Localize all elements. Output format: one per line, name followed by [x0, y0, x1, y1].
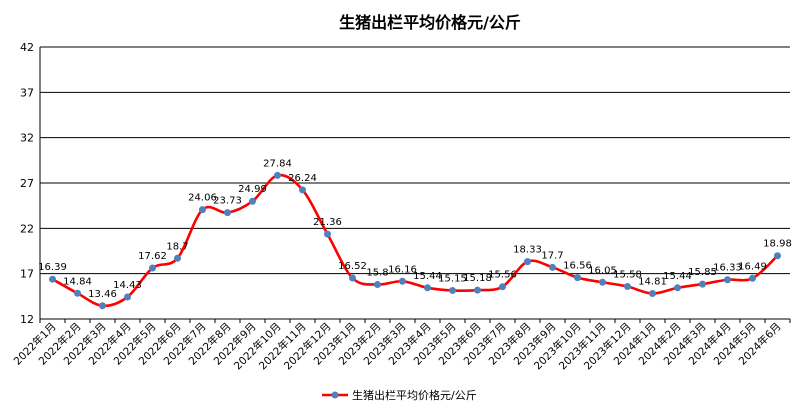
data-label: 23.73	[213, 196, 242, 207]
data-point	[624, 283, 631, 291]
data-point	[424, 284, 431, 292]
data-label: 14.84	[63, 276, 92, 287]
gridlines	[40, 46, 790, 320]
series-line	[51, 173, 779, 308]
data-point	[399, 277, 406, 285]
axes: 121722273237422022年1月2022年2月2022年3月2022年…	[11, 41, 791, 372]
data-label: 17.7	[541, 250, 563, 261]
data-point	[274, 171, 281, 179]
data-labels: 16.3914.8413.4614.4317.6218.724.0623.732…	[38, 158, 792, 299]
data-label: 16.52	[338, 261, 367, 272]
data-label: 18.98	[763, 239, 792, 250]
legend-label: 生猪出栏平均价格元/公斤	[352, 388, 477, 402]
data-label: 24.99	[238, 184, 267, 195]
data-point	[299, 186, 306, 194]
data-label: 15.15	[438, 273, 467, 284]
data-label: 16.56	[563, 261, 592, 272]
data-point	[174, 254, 181, 262]
data-label: 16.33	[713, 263, 742, 274]
data-label: 27.84	[263, 158, 292, 169]
data-point	[49, 275, 56, 283]
data-point	[349, 274, 356, 282]
data-label: 21.36	[313, 217, 342, 228]
data-point	[99, 302, 106, 310]
data-point	[249, 197, 256, 205]
data-label: 18.7	[166, 241, 188, 252]
data-label: 24.06	[188, 193, 217, 204]
data-point	[149, 264, 156, 272]
data-label: 15.85	[688, 267, 717, 278]
y-tick-label: 12	[20, 313, 34, 326]
y-tick-label: 17	[20, 268, 34, 281]
series-markers	[49, 171, 781, 310]
data-point	[449, 286, 456, 294]
y-tick-label: 27	[20, 177, 34, 190]
y-tick-label: 32	[20, 132, 34, 145]
data-point	[774, 252, 781, 260]
data-label: 14.81	[638, 277, 667, 288]
data-label: 16.39	[38, 262, 67, 273]
legend: 生猪出栏平均价格元/公斤	[322, 388, 477, 402]
y-tick-label: 22	[20, 222, 34, 235]
data-label: 16.05	[588, 265, 617, 276]
data-point	[374, 281, 381, 289]
data-point	[699, 280, 706, 288]
series-line-layer	[51, 173, 779, 308]
y-tick-label: 37	[20, 86, 34, 99]
data-label: 15.44	[663, 271, 692, 282]
data-point	[474, 286, 481, 294]
data-point	[74, 289, 81, 297]
data-label: 16.16	[388, 264, 417, 275]
data-point	[199, 206, 206, 214]
data-point	[324, 230, 331, 238]
data-label: 16.49	[738, 261, 767, 272]
data-label: 26.24	[288, 173, 317, 184]
data-label: 15.44	[413, 271, 442, 282]
data-label: 17.62	[138, 251, 167, 262]
data-label: 13.46	[88, 289, 117, 300]
data-point	[724, 276, 731, 284]
data-point	[524, 258, 531, 266]
data-point	[599, 278, 606, 286]
data-point	[124, 293, 131, 301]
data-label: 15.18	[463, 273, 492, 284]
data-point	[649, 290, 656, 298]
data-point	[549, 263, 556, 271]
data-point	[224, 209, 231, 217]
data-point	[749, 274, 756, 282]
data-label: 15.58	[613, 270, 642, 281]
data-label: 15.8	[366, 268, 388, 279]
data-label: 15.56	[488, 270, 517, 281]
y-tick-label: 42	[20, 41, 34, 54]
data-label: 18.33	[513, 245, 542, 256]
legend-marker-swatch	[331, 391, 339, 399]
data-point	[674, 284, 681, 292]
data-point	[574, 274, 581, 282]
data-point	[499, 283, 506, 291]
data-label: 14.43	[113, 280, 142, 291]
chart-title: 生猪出栏平均价格元/公斤	[339, 13, 521, 32]
